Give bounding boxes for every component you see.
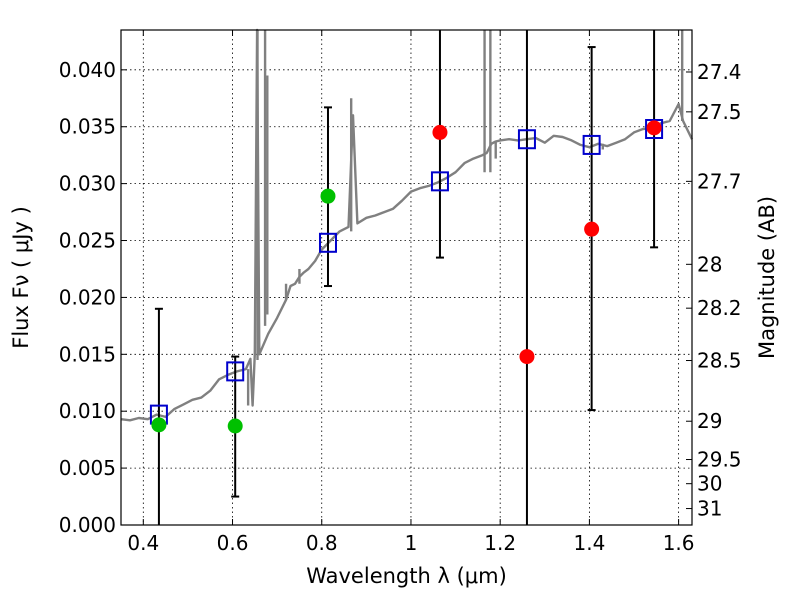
red-data-point: [584, 221, 600, 237]
x-axis-ticks: 0.4 0.6 0.8 1 1.2 1.4 1.6: [127, 30, 695, 555]
model-photometry-boxes: [149, 119, 664, 425]
y-tick-label: 0.030: [59, 172, 116, 196]
grid-layer: [121, 30, 692, 526]
x-tick-label: 1.4: [573, 531, 605, 555]
x-tick-label: 0.6: [217, 531, 249, 555]
x-tick-label: 0.4: [127, 531, 159, 555]
y-axis-label: Flux Fν ( μJy ): [9, 206, 33, 349]
x-tick-label: 1.2: [484, 531, 516, 555]
model-spectrum: [120, 28, 694, 422]
green-data-point: [227, 418, 243, 434]
y2-tick-label: 29.5: [697, 448, 742, 472]
y-tick-label: 0.005: [59, 456, 116, 480]
y2-tick-label: 28.5: [697, 349, 742, 373]
model-flux-box: [430, 171, 449, 192]
y2-tick-label: 30: [697, 472, 722, 496]
y2-axis-label: Magnitude (AB): [755, 196, 779, 359]
x-axis-label: Wavelength λ (μm): [306, 564, 507, 588]
green-data-point: [151, 417, 167, 433]
x-tick-label: 1.6: [663, 531, 695, 555]
y-tick-label: 0.010: [59, 399, 116, 423]
red-data-point: [432, 124, 448, 140]
y2-tick-label: 27.4: [697, 60, 742, 84]
x-tick-label: 1: [405, 531, 418, 555]
y-axis-ticks: 0.000 0.005 0.010 0.015 0.020 0.025 0.030 0.035…: [59, 58, 127, 537]
model-flux-box: [226, 361, 245, 382]
model-flux-box: [582, 134, 601, 155]
y2-tick-label: 27.7: [697, 169, 742, 193]
red-data-point: [519, 349, 535, 365]
y-tick-label: 0.020: [59, 285, 116, 309]
red-data-point: [646, 120, 662, 136]
x-tick-label: 0.8: [306, 531, 338, 555]
error-bars: [154, 30, 659, 525]
y-tick-label: 0.015: [59, 342, 116, 366]
y-tick-label: 0.035: [59, 115, 116, 139]
model-flux-box: [318, 232, 337, 253]
y-tick-label: 0.040: [59, 58, 116, 82]
green-data-point: [320, 188, 336, 204]
model-spectrum-line: [120, 28, 694, 422]
y-tick-label: 0.025: [59, 229, 116, 253]
model-flux-box: [645, 119, 664, 139]
y2-tick-label: 31: [697, 497, 722, 521]
y2-tick-label: 27.5: [697, 100, 742, 124]
y2-tick-label: 28.2: [697, 296, 742, 320]
y-tick-label: 0.000: [59, 513, 116, 537]
plot-frame: [120, 29, 693, 526]
observed-points: [151, 120, 662, 434]
model-flux-box: [517, 129, 536, 150]
y2-tick-label: 29: [697, 409, 722, 433]
y2-tick-label: 28: [697, 252, 722, 276]
